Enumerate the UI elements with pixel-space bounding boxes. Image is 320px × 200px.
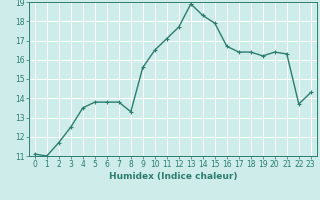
X-axis label: Humidex (Indice chaleur): Humidex (Indice chaleur)	[108, 172, 237, 181]
